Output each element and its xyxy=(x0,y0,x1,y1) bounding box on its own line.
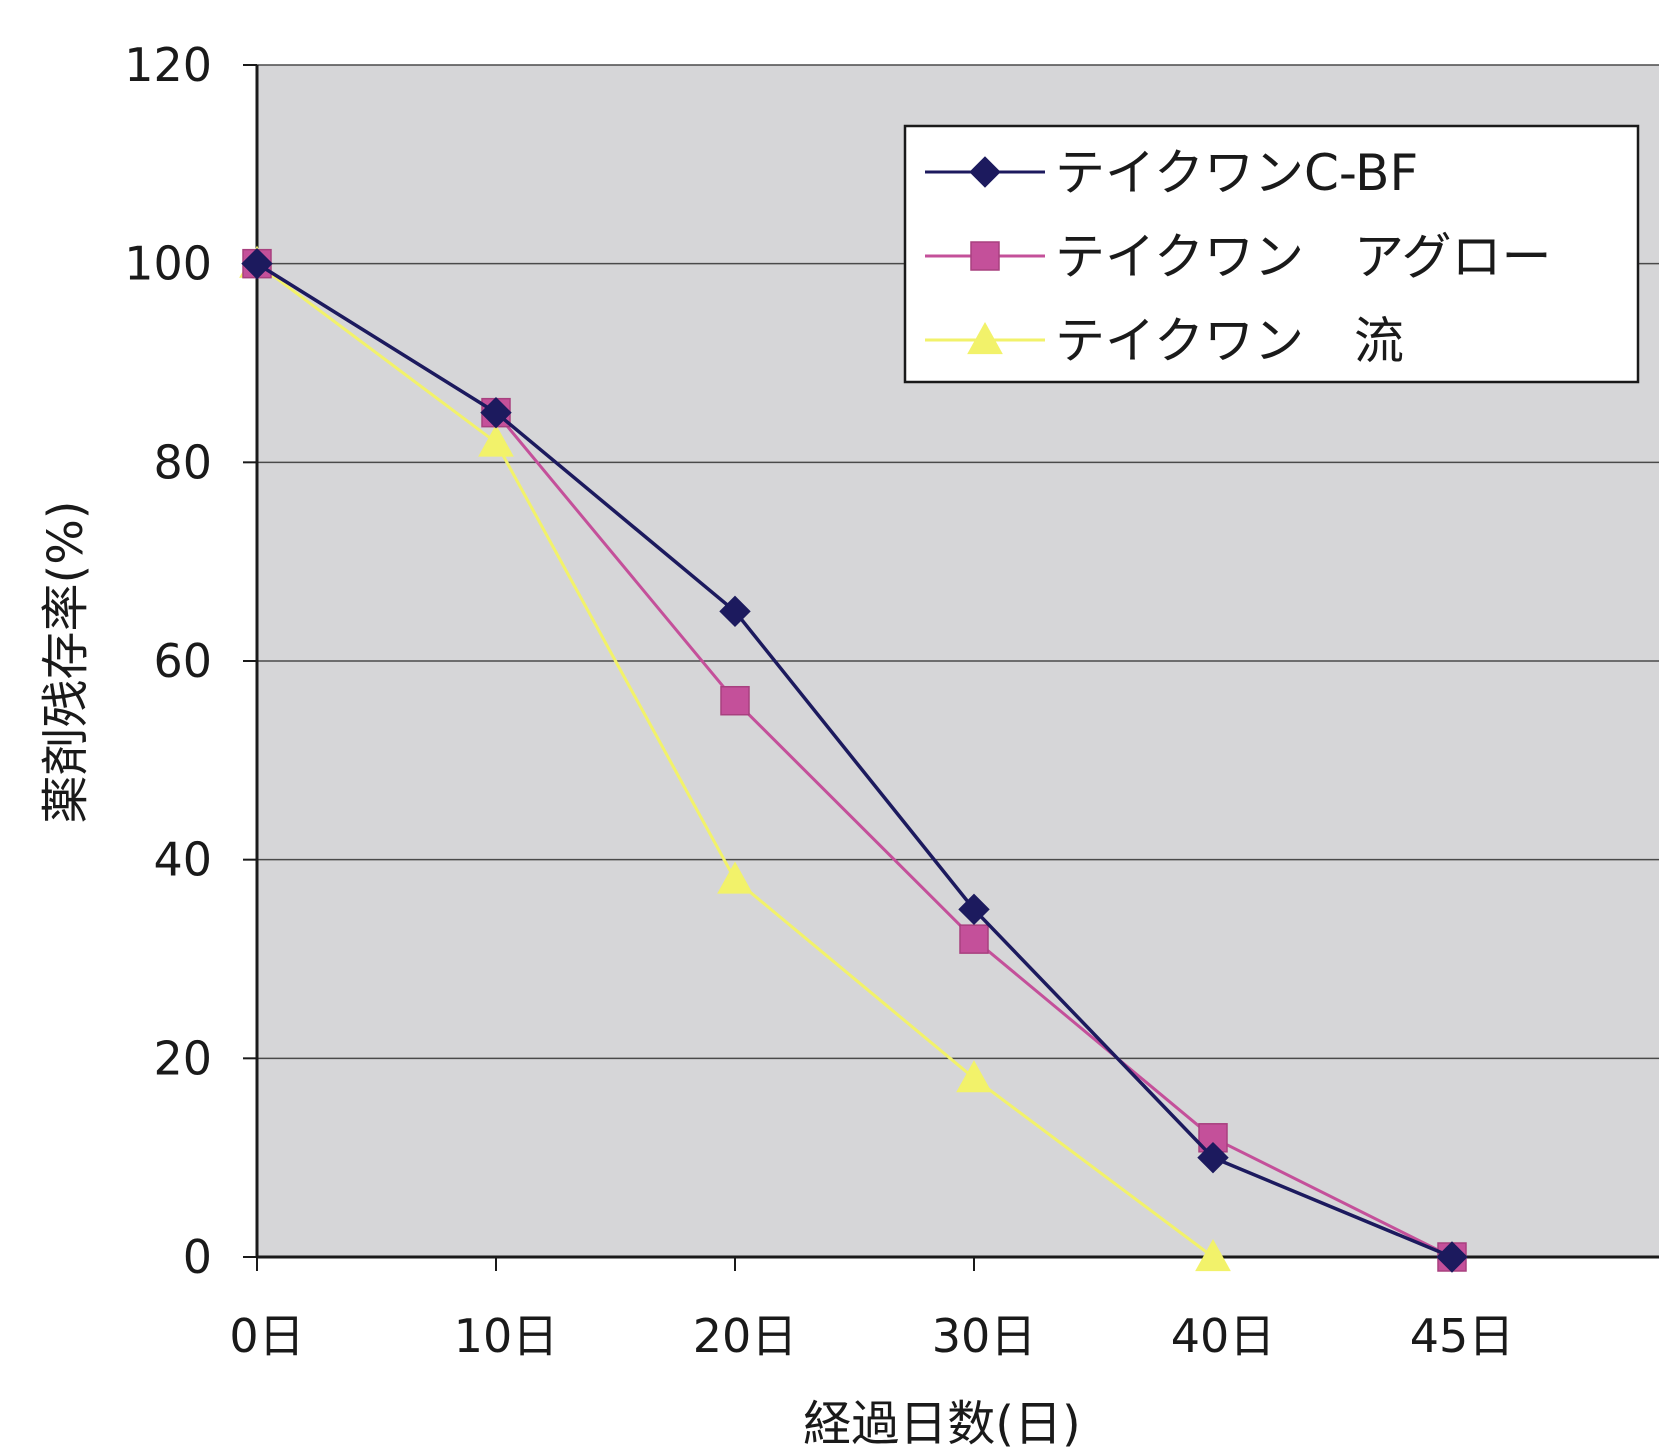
gridlines xyxy=(257,64,1659,1060)
legend-label: テイクワン 流 xyxy=(1055,312,1404,370)
series-1 xyxy=(241,247,1468,1273)
series-group xyxy=(239,245,1468,1273)
x-tick-label: 40日 xyxy=(1171,1309,1276,1363)
y-tick-label: 0 xyxy=(183,1230,212,1284)
data-point xyxy=(1436,1241,1468,1273)
data-point xyxy=(478,424,514,457)
x-tick-label: 30日 xyxy=(932,1309,1037,1363)
x-tick-label: 45日 xyxy=(1410,1309,1515,1363)
y-tick-label: 80 xyxy=(153,435,212,489)
legend-label: テイクワン アグロー xyxy=(1055,228,1552,286)
legend-entry-3: テイクワン 流 xyxy=(925,312,1404,370)
data-point xyxy=(958,893,990,926)
x-tick-label: 20日 xyxy=(693,1309,798,1363)
y-tick-label: 20 xyxy=(153,1031,212,1085)
data-point xyxy=(1197,1141,1229,1174)
legend-entry-2: テイクワン アグロー xyxy=(925,228,1552,286)
tick-labels: 0 20 40 60 80 100 120 0日 10日 20日 30日 40日 45日 xyxy=(124,38,1514,1363)
y-tick-label: 40 xyxy=(153,833,212,887)
series-line-1 xyxy=(256,262,1453,1259)
x-tick-label: 10日 xyxy=(454,1309,559,1363)
data-point xyxy=(717,861,753,894)
legend-swatch-marker xyxy=(969,156,1001,188)
data-point xyxy=(720,685,750,716)
legend-entry-1: テイクワンC-BF xyxy=(925,144,1418,202)
y-tick-label: 100 xyxy=(124,237,212,291)
legend-swatch-marker xyxy=(970,241,1000,271)
y-tick-label: 60 xyxy=(153,634,212,688)
series-3 xyxy=(239,245,1231,1272)
data-point xyxy=(719,595,751,628)
legend-swatch-marker xyxy=(967,321,1003,355)
data-point xyxy=(241,247,273,280)
data-point xyxy=(959,924,989,954)
x-axis-title: 経過日数(日) xyxy=(803,1396,1080,1451)
legend-label: テイクワンC-BF xyxy=(1055,144,1418,202)
y-tick-label: 120 xyxy=(124,38,212,92)
data-point xyxy=(956,1060,992,1093)
data-point xyxy=(1195,1238,1231,1272)
data-point xyxy=(480,396,512,429)
x-tick-label: 0日 xyxy=(229,1309,304,1363)
y-axis-title: 薬剤残存率(%) xyxy=(38,500,94,823)
